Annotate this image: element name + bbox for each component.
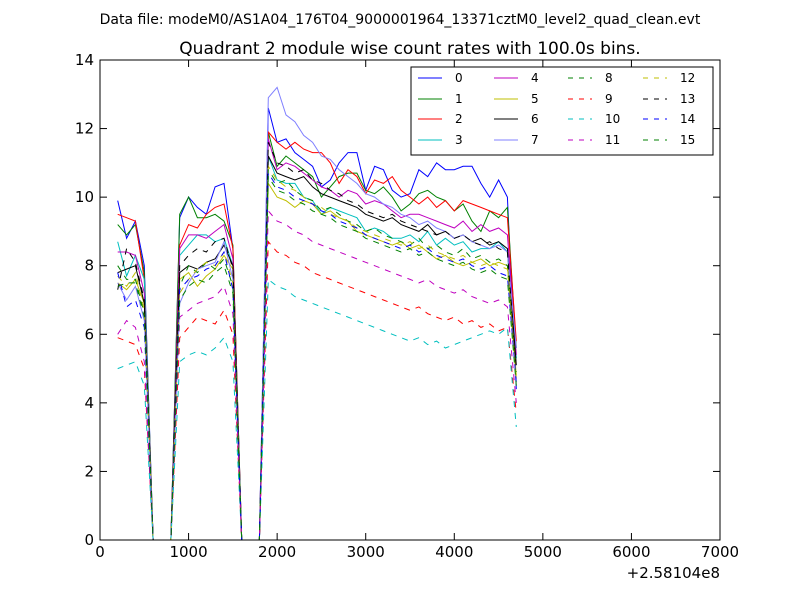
series-line-0 <box>117 107 517 540</box>
series-line-4 <box>117 138 517 540</box>
legend-label-9: 9 <box>605 92 613 106</box>
x-tick-label: 3000 <box>347 543 385 561</box>
x-tick-label: 4000 <box>435 543 473 561</box>
y-tick-label: 12 <box>75 120 94 138</box>
legend-label-3: 3 <box>455 133 463 147</box>
legend-label-5: 5 <box>531 92 539 106</box>
legend-label-6: 6 <box>531 112 539 126</box>
x-tick-label: 6000 <box>612 543 650 561</box>
legend-label-8: 8 <box>605 71 613 85</box>
legend-label-4: 4 <box>531 71 539 85</box>
x-tick-label: 0 <box>95 543 105 561</box>
legend-label-13: 13 <box>680 92 695 106</box>
series-layer <box>117 86 517 540</box>
y-tick-label: 10 <box>75 188 94 206</box>
figure-suptitle: Data file: modeM0/AS1A04_176T04_90000019… <box>100 12 701 28</box>
series-line-3 <box>117 155 517 540</box>
y-tick-label: 4 <box>84 394 94 412</box>
series-line-13 <box>117 142 517 540</box>
series-line-2 <box>117 130 517 540</box>
y-tick-label: 2 <box>84 462 94 480</box>
legend-label-0: 0 <box>455 71 463 85</box>
x-tick-label: 5000 <box>524 543 562 561</box>
x-tick-label: 2000 <box>258 543 296 561</box>
legend-label-14: 14 <box>680 112 695 126</box>
axes-frame <box>99 59 721 541</box>
legend-label-1: 1 <box>455 92 463 106</box>
series-line-10 <box>117 278 517 540</box>
legend-label-10: 10 <box>605 112 620 126</box>
y-tick-label: 0 <box>84 531 94 549</box>
legend-label-15: 15 <box>680 133 695 147</box>
legend-label-11: 11 <box>605 133 620 147</box>
series-line-12 <box>117 164 517 540</box>
legend-label-12: 12 <box>680 71 695 85</box>
series-line-15 <box>117 174 517 540</box>
x-offset-label: +2.58104e8 <box>627 564 720 582</box>
series-line-14 <box>117 171 517 540</box>
series-line-8 <box>117 168 517 540</box>
chart-title: Quadrant 2 module wise count rates with … <box>179 39 640 59</box>
legend-label-2: 2 <box>455 112 463 126</box>
legend-label-7: 7 <box>531 133 539 147</box>
x-tick-label: 1000 <box>169 543 207 561</box>
y-tick-label: 6 <box>84 325 94 343</box>
y-tick-label: 8 <box>84 257 94 275</box>
legend-box <box>410 66 714 156</box>
x-tick-label: 7000 <box>701 543 739 561</box>
series-line-9 <box>117 240 517 540</box>
y-tick-label: 14 <box>75 51 94 69</box>
